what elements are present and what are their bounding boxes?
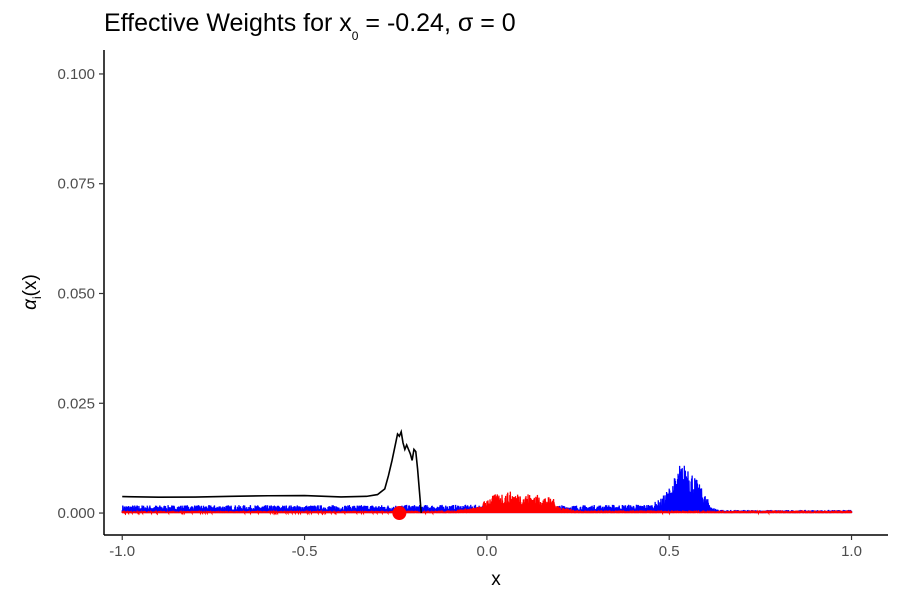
- y-tick-label: 0.100: [57, 66, 95, 83]
- x-axis-title: x: [491, 569, 501, 590]
- x-tick-label: -1.0: [109, 543, 135, 560]
- y-axis-title-subscript: i: [30, 296, 44, 299]
- chart-title-prefix: Effective Weights for x: [104, 9, 352, 37]
- y-tick-label: 0.075: [57, 176, 95, 193]
- series-band-0: [122, 488, 852, 514]
- chart-title-subscript: 0: [352, 29, 359, 43]
- y-axis-title-base: α: [20, 298, 41, 310]
- point-layer: [392, 506, 407, 521]
- x-tick-label: -0.5: [292, 543, 318, 560]
- x-tick-label: 0.5: [659, 543, 680, 560]
- x0-point: [392, 506, 407, 521]
- x-axis-ticks: -1.0 -0.5 0.0 0.5 1.0: [109, 535, 862, 560]
- y-tick-label: 0.050: [57, 286, 95, 303]
- y-tick-label: 0.025: [57, 395, 95, 412]
- series-line-2: [122, 428, 423, 514]
- y-axis-title-suffix: (x): [20, 274, 41, 296]
- y-tick-label: 0.000: [57, 505, 95, 522]
- chart-title: Effective Weights for x0 = -0.24, σ = 0: [104, 9, 516, 43]
- y-axis-title: αi(x): [20, 274, 44, 310]
- series-band-1: [122, 503, 852, 514]
- x-tick-label: 0.0: [476, 543, 497, 560]
- series-layer: [121, 428, 853, 516]
- y-axis-ticks: 0.000 0.025 0.050 0.075 0.100: [57, 66, 104, 522]
- chart-title-suffix: = -0.24, σ = 0: [358, 9, 515, 37]
- x-tick-label: 1.0: [841, 543, 862, 560]
